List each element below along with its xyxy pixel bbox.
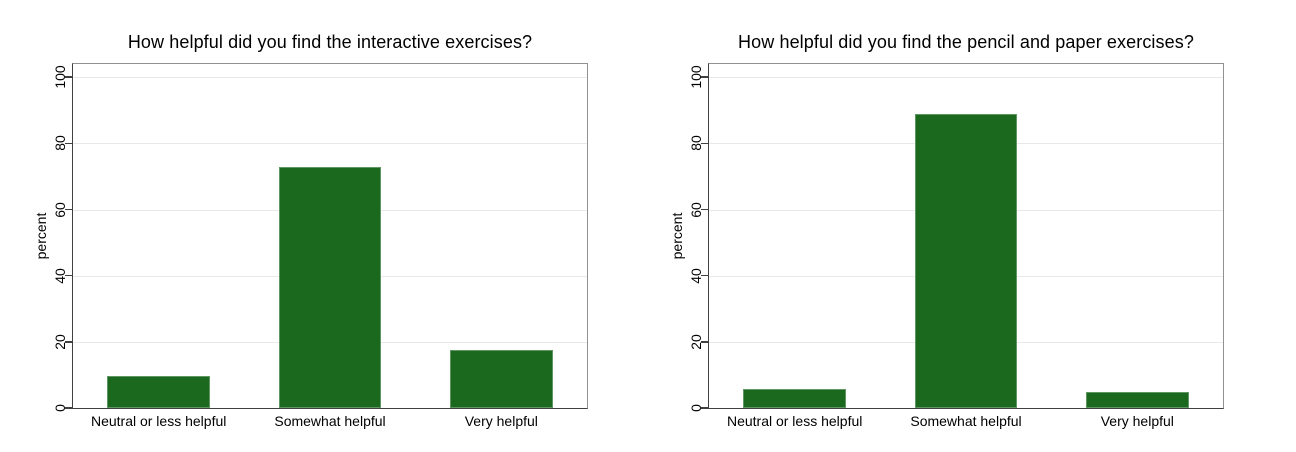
y-tick-label: 20 [52,334,68,350]
y-tick-label: 0 [52,404,68,412]
chart-title: How helpful did you find the interactive… [127,32,533,52]
y-tick-mark [65,208,72,211]
plot-area: 0 20 40 60 80 100 percent Neutral or less helpf… [33,63,588,429]
y-gridline [73,77,587,79]
y-gridline [73,143,587,145]
y-tick-label: 100 [52,65,68,89]
y-tick-mark [701,274,708,277]
y-tick-label: 40 [688,267,704,284]
y-tick-label: 20 [688,334,704,350]
y-tick-mark [65,76,72,78]
y-tick-label: 80 [52,135,68,152]
y-tick-mark [65,341,72,343]
x-category-label: Somewhat helpful [910,413,1022,429]
bar-neutral-or-less-helpful [743,388,847,408]
x-category-label: Very helpful [1100,413,1174,429]
x-category-label: Very helpful [464,413,538,429]
y-axis-title: percent [669,212,685,260]
y-tick-mark [65,142,72,145]
y-tick-label: 80 [688,135,704,152]
y-tick-mark [701,341,708,343]
y-tick-mark [65,407,72,409]
chart-pencil-paper-exercises: How helpful did you find the pencil and … [648,0,1296,452]
chart-interactive-exercises: How helpful did you find the interactive… [33,32,588,429]
bar-neutral-or-less-helpful [107,375,211,408]
bar-somewhat-helpful [278,166,382,408]
y-tick-mark [701,407,708,409]
y-tick-label: 0 [688,404,704,412]
x-category-label: Somewhat helpful [274,413,386,429]
y-tick-mark [65,274,72,277]
chart-title: How helpful did you find the pencil and … [738,32,1194,52]
y-tick-label: 60 [52,201,68,218]
bar-somewhat-helpful [914,113,1018,408]
y-gridline [709,77,1223,79]
bar-very-helpful [449,350,553,408]
plot-area: 0 20 40 60 80 100 percent Neutral or less helpf… [669,63,1224,429]
y-tick-label: 100 [688,65,704,89]
y-tick-mark [701,76,708,78]
y-tick-mark [701,142,708,145]
y-axis-title: percent [33,212,49,260]
y-tick-label: 60 [688,201,704,218]
x-category-label: Neutral or less helpful [90,413,227,429]
y-tick-label: 40 [52,267,68,284]
y-tick-mark [701,208,708,211]
bar-very-helpful [1085,392,1189,408]
x-category-label: Neutral or less helpful [726,413,863,429]
